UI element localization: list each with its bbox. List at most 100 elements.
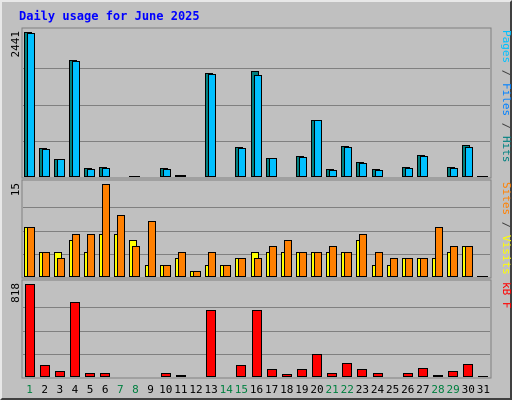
panel-top-bar-files bbox=[359, 163, 367, 177]
x-tick-label: 24 bbox=[371, 383, 385, 396]
panel-top-scale-label: 2441 bbox=[9, 31, 22, 58]
panel-mid-bar-sites bbox=[269, 246, 277, 277]
panel-bot-legend-item: kB F bbox=[500, 282, 512, 309]
panel-bot-bar-kb-f bbox=[463, 364, 473, 377]
panel-mid-bar-sites bbox=[193, 271, 201, 277]
panel-top-bar-files bbox=[480, 176, 488, 177]
panel-top-legend-item: Hits bbox=[500, 136, 512, 163]
panel-top-bar-files bbox=[42, 149, 50, 177]
panel-mid-bar-sites bbox=[148, 221, 156, 277]
panel-top-bar-files bbox=[465, 147, 473, 177]
panel-mid-bar-sites bbox=[435, 227, 443, 277]
panel-bot-bar-kb-f bbox=[342, 363, 352, 377]
panel-bot-bar-kb-f bbox=[297, 369, 307, 377]
panel-top-bar-files bbox=[132, 176, 140, 177]
x-tick-label: 27 bbox=[416, 383, 429, 396]
x-tick-label: 7 bbox=[117, 383, 124, 396]
panel-bot-bar-kb-f bbox=[357, 369, 367, 377]
panel-bot-bar-kb-f bbox=[403, 373, 413, 377]
x-tick-label: 2 bbox=[41, 383, 48, 396]
panel-mid-bar-sites bbox=[178, 252, 186, 277]
x-tick-label: 18 bbox=[280, 383, 293, 396]
x-tick-label: 16 bbox=[250, 383, 263, 396]
panel-top-bar-files bbox=[102, 168, 110, 177]
x-tick-label: 1 bbox=[26, 383, 33, 396]
panel-mid-bar-sites bbox=[42, 252, 50, 277]
panel-top-bar-files bbox=[238, 148, 246, 177]
panel-bot-bar-kb-f bbox=[236, 365, 246, 377]
x-tick-label: 28 bbox=[431, 383, 444, 396]
panel-mid-bar-sites bbox=[359, 234, 367, 277]
panel-mid-scale-label: 15 bbox=[9, 183, 22, 196]
panel-top-bar-files bbox=[163, 169, 171, 177]
x-tick-label: 12 bbox=[189, 383, 202, 396]
x-tick-label: 10 bbox=[159, 383, 172, 396]
panel-mid-bar-sites bbox=[344, 252, 352, 277]
panel-top-bar-files bbox=[329, 170, 337, 177]
panel-bot-bar-kb-f bbox=[312, 354, 322, 377]
panel-mid-bar-sites bbox=[420, 258, 428, 277]
x-tick-label: 22 bbox=[341, 383, 354, 396]
panel-mid-bar-sites bbox=[284, 240, 292, 277]
panel-top-bar-files bbox=[57, 159, 65, 177]
panel-top-legend-item: Files bbox=[500, 83, 512, 116]
x-tick-label: 19 bbox=[295, 383, 308, 396]
panel-mid-bar-sites bbox=[27, 227, 35, 277]
panel-mid-bar-sites bbox=[117, 215, 125, 277]
panel-bot-bar-kb-f bbox=[100, 373, 110, 377]
panel-mid-bar-sites bbox=[102, 184, 110, 277]
panel-mid-legend-item: Sites bbox=[500, 182, 512, 215]
x-tick-label: 30 bbox=[462, 383, 475, 396]
panel-bot-bar-kb-f bbox=[448, 371, 458, 377]
x-tick-label: 15 bbox=[235, 383, 248, 396]
panel-bot-bar-kb-f bbox=[267, 369, 277, 377]
x-tick-label: 23 bbox=[356, 383, 369, 396]
panel-mid-bar-sites bbox=[480, 276, 488, 277]
panel-top-bar-files bbox=[178, 175, 186, 177]
panel-top-bar-files bbox=[208, 74, 216, 177]
panel-top-bar-files bbox=[299, 157, 307, 177]
chart-title: Daily usage for June 2025 bbox=[19, 9, 200, 23]
panel-bot-bar-kb-f bbox=[373, 373, 383, 377]
panel-top-bar-files bbox=[27, 33, 35, 177]
panel-mid-legend: Sites / Visits bbox=[500, 182, 512, 275]
panel-top-bar-files bbox=[269, 158, 277, 177]
panel-top-bar-files bbox=[254, 75, 262, 177]
panel-mid-bar-sites bbox=[375, 252, 383, 277]
panel-mid-bar-sites bbox=[238, 258, 246, 277]
panel-bot-bar-kb-f bbox=[55, 371, 65, 377]
panel-bot-bar-kb-f bbox=[282, 374, 292, 377]
panel-top-bar-files bbox=[420, 156, 428, 177]
panel-mid-bar-sites bbox=[299, 252, 307, 277]
panel-bot-bar-kb-f bbox=[25, 284, 35, 377]
panel-mid-bar-sites bbox=[450, 246, 458, 277]
panel-mid-bar-sites bbox=[72, 234, 80, 277]
x-tick-label: 5 bbox=[87, 383, 94, 396]
panel-top-legend: Pages / Files / Hits bbox=[500, 30, 512, 163]
panel-bot-bar-kb-f bbox=[206, 310, 216, 377]
x-tick-label: 20 bbox=[310, 383, 323, 396]
panel-mid-bar-sites bbox=[314, 252, 322, 277]
panel-mid-legend-item: Visits bbox=[500, 235, 512, 275]
x-tick-label: 6 bbox=[102, 383, 109, 396]
panel-mid-bar-sites bbox=[208, 252, 216, 277]
panel-top-legend-item: Pages bbox=[500, 30, 512, 63]
panel-mid-bar-sites bbox=[405, 258, 413, 277]
panel-bot-bar-kb-f bbox=[40, 365, 50, 377]
x-tick-label: 9 bbox=[147, 383, 154, 396]
panel-bot-bar-kb-f bbox=[252, 310, 262, 377]
x-tick-label: 25 bbox=[386, 383, 399, 396]
x-tick-label: 14 bbox=[220, 383, 234, 396]
x-tick-label: 26 bbox=[401, 383, 414, 396]
panel-bot-bar-kb-f bbox=[70, 302, 80, 377]
panel-mid-bar-sites bbox=[163, 265, 171, 277]
x-tick-label: 4 bbox=[72, 383, 79, 396]
panel-top-bar-files bbox=[450, 168, 458, 177]
x-tick-label: 21 bbox=[326, 383, 339, 396]
panel-top-bar-files bbox=[344, 147, 352, 177]
panel-top-bar-files bbox=[405, 168, 413, 177]
panel-mid-bar-sites bbox=[223, 265, 231, 277]
x-tick-label: 13 bbox=[204, 383, 217, 396]
x-tick-label: 31 bbox=[477, 383, 490, 396]
